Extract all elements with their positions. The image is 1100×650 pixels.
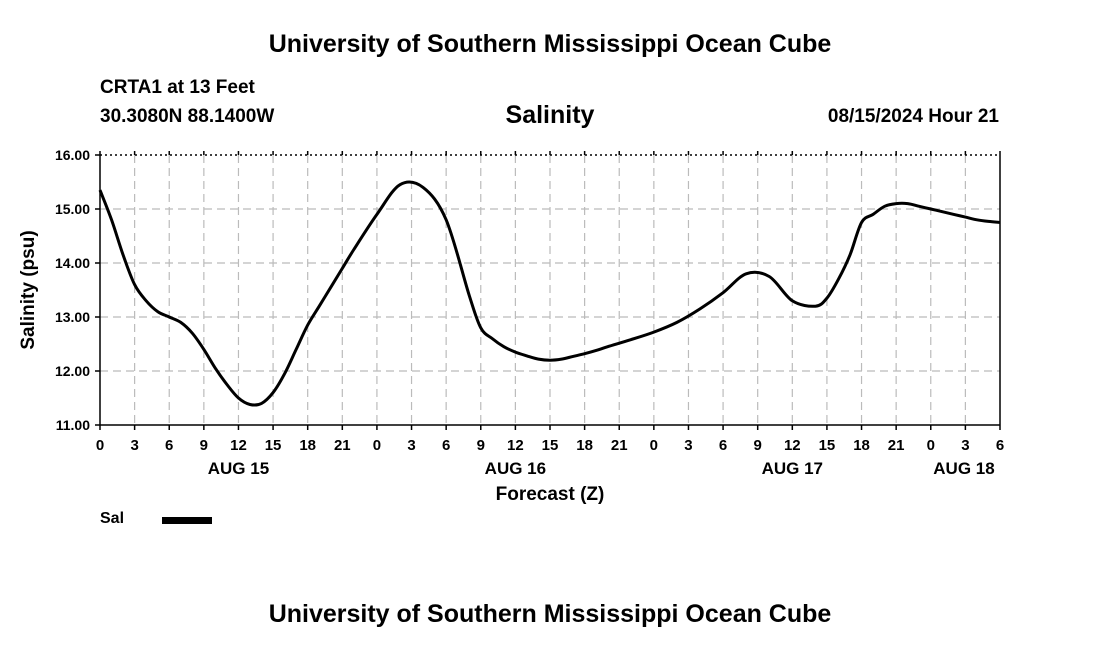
x-tick-label: 18 bbox=[853, 437, 870, 454]
x-tick-label: 9 bbox=[200, 437, 208, 454]
x-tick-label: 21 bbox=[334, 437, 351, 454]
grid-lines bbox=[100, 155, 1000, 425]
day-label: AUG 18 bbox=[933, 459, 994, 478]
station-label: CRTA1 at 13 Feet bbox=[100, 77, 255, 98]
legend-swatch bbox=[162, 517, 212, 524]
x-tick-label: 21 bbox=[611, 437, 628, 454]
x-tick-label: 0 bbox=[650, 437, 658, 454]
x-tick-label: 9 bbox=[477, 437, 485, 454]
x-tick-label: 21 bbox=[888, 437, 905, 454]
day-label: AUG 16 bbox=[485, 459, 546, 478]
day-label: AUG 15 bbox=[208, 459, 269, 478]
x-axis-title: Forecast (Z) bbox=[496, 484, 605, 505]
axes bbox=[95, 151, 1001, 430]
footer-title: University of Southern Mississippi Ocean… bbox=[268, 600, 832, 628]
series-line-sal bbox=[98, 180, 1001, 407]
x-tick-label: 3 bbox=[407, 437, 415, 454]
forecast-datetime: 08/15/2024 Hour 21 bbox=[827, 106, 999, 127]
y-tick-label: 14.00 bbox=[55, 255, 90, 271]
y-tick-label: 12.00 bbox=[55, 363, 90, 379]
x-tick-label: 18 bbox=[299, 437, 316, 454]
chart-title: Salinity bbox=[505, 101, 595, 129]
x-tick-label: 15 bbox=[265, 437, 282, 454]
coordinates-label: 30.3080N 88.1400W bbox=[100, 106, 275, 127]
legend-label: Sal bbox=[100, 510, 125, 527]
x-tick-label: 12 bbox=[230, 437, 247, 454]
x-tick-label: 15 bbox=[819, 437, 836, 454]
x-tick-label: 18 bbox=[576, 437, 593, 454]
x-tick-label: 3 bbox=[961, 437, 969, 454]
x-tick-label: 12 bbox=[507, 437, 524, 454]
y-tick-label: 11.00 bbox=[56, 417, 90, 433]
y-tick-label: 16.00 bbox=[55, 147, 90, 163]
page-title: University of Southern Mississippi Ocean… bbox=[268, 30, 832, 58]
x-tick-label: 0 bbox=[96, 437, 104, 454]
axis-labels: 0 3 6 9 12 15 18 21 0 3 6 9 12 15 18 21 0 3 6 9 12 15 18 21 0 3 6 1… bbox=[18, 147, 1004, 505]
x-tick-label: 0 bbox=[373, 437, 381, 454]
day-label: AUG 17 bbox=[762, 459, 823, 478]
y-tick-label: 13.00 bbox=[55, 309, 90, 325]
series-layer bbox=[98, 180, 1001, 407]
x-tick-label: 12 bbox=[784, 437, 801, 454]
x-tick-label: 6 bbox=[442, 437, 450, 454]
y-axis-title: Salinity (psu) bbox=[18, 230, 39, 349]
x-tick-label: 6 bbox=[996, 437, 1004, 454]
x-tick-label: 6 bbox=[719, 437, 727, 454]
x-tick-label: 3 bbox=[684, 437, 692, 454]
x-tick-label: 9 bbox=[754, 437, 762, 454]
x-tick-label: 6 bbox=[165, 437, 173, 454]
x-tick-label: 0 bbox=[927, 437, 935, 454]
x-tick-label: 3 bbox=[130, 437, 138, 454]
x-tick-label: 15 bbox=[542, 437, 559, 454]
y-tick-label: 15.00 bbox=[55, 201, 90, 217]
